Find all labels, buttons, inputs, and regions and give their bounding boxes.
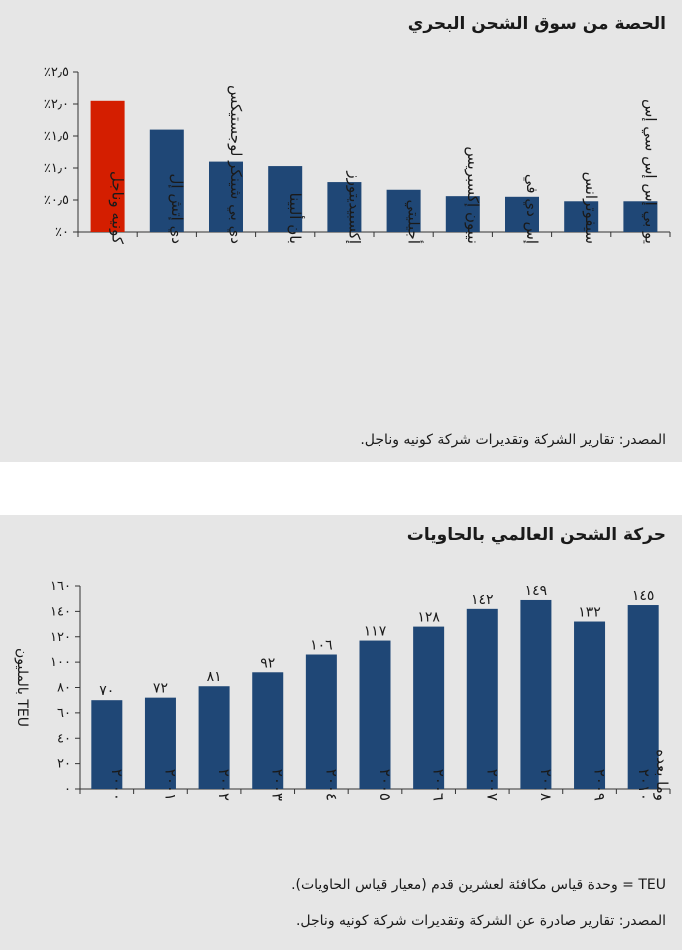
category-label: كونيه وناجل	[109, 171, 127, 245]
category-label: إس دي في	[522, 174, 541, 244]
data-label: ١١٧	[364, 624, 387, 640]
bar	[198, 686, 230, 789]
data-label: ١٠٦	[310, 638, 333, 654]
bar	[91, 700, 123, 789]
category-label: ٢٠٠٢	[215, 769, 233, 801]
bar	[505, 196, 539, 232]
bar	[327, 182, 362, 232]
data-label: ٩٢	[260, 655, 275, 671]
y-tick-label: ٨٠	[57, 681, 71, 696]
bar	[252, 672, 284, 789]
bar	[574, 621, 606, 789]
category-label: إكسبيديتورز	[345, 170, 363, 244]
y-axis-label: TEU بالمليون	[14, 648, 30, 727]
market-share-panel: الحصة من سوق الشحن البحري ٪٠ ٪٠٫٥ ٪١٫٠ ٪١٫٥…	[0, 0, 682, 462]
category-label: ٢٠٠٠	[108, 769, 126, 801]
y-tick-label: ٦٠	[57, 706, 71, 721]
data-label: ٨١	[207, 669, 222, 685]
bar	[144, 697, 176, 789]
data-label: ١٤٥	[632, 588, 655, 604]
bar	[520, 599, 552, 789]
y-tick-label: ٪٠	[55, 225, 69, 240]
bar	[359, 640, 391, 789]
y-tick-label: ٪٢٫٠	[44, 97, 69, 112]
y-tick-label: ١٤٠	[50, 604, 71, 619]
category-label: نيبون إكسبريس	[464, 146, 482, 244]
container-traffic-chart: ٠ ٢٠ ٤٠ ٦٠ ٨٠ ١٠٠ ١٢٠ ١٤٠ ١٦٠ ٧٠ ٢٠٠٠ ٧٢ ٢٠٠١ ٨١ ٢٠٠٢ ٩…	[14, 579, 671, 801]
category-label: ٢٠٠٤	[322, 769, 340, 801]
bar	[627, 605, 659, 789]
bar	[445, 196, 480, 232]
data-label: ٧٠	[99, 683, 114, 699]
bar	[149, 129, 184, 232]
y-tick-label: ٪٠٫٥	[44, 193, 69, 208]
y-tick-label: ٠	[64, 782, 71, 797]
bar	[209, 161, 243, 232]
y-tick-label: ٢٠	[57, 757, 71, 772]
category-label: أجيليتي	[404, 200, 424, 245]
bar	[466, 608, 498, 789]
category-label: ٢٠٠٧	[483, 769, 501, 801]
data-label: ١٢٨	[417, 610, 440, 626]
category-label: ٢٠٠٣	[269, 769, 287, 801]
category-label: ٢٠٠٨	[537, 769, 555, 801]
category-label: ٢٠٠١	[161, 769, 179, 801]
category-label: سيفوترانس	[582, 172, 600, 244]
bar	[564, 201, 599, 232]
category-label: يو بي إس إس سي إس	[640, 99, 659, 244]
chart2-title: حركة الشحن العالمي بالحاويات	[406, 525, 666, 545]
y-tick-label: ١٠٠	[50, 655, 71, 670]
data-label: ٧٢	[153, 681, 168, 697]
bar	[305, 654, 337, 789]
data-label: ١٤٩	[525, 583, 548, 599]
category-label: وما بعده	[653, 749, 671, 801]
category-label: ٢٠٠٩	[591, 769, 609, 801]
data-label: ١٤٢	[471, 592, 494, 608]
y-tick-label: ١٢٠	[50, 630, 71, 645]
category-label: دي بي شينكر لوجستيكس	[226, 85, 245, 244]
y-tick-label: ٪٢٫٥	[44, 65, 69, 80]
bar	[386, 189, 421, 232]
chart1-title: الحصة من سوق الشحن البحري	[407, 14, 666, 34]
y-tick-label: ١٦٠	[50, 579, 71, 594]
chart1-source: المصدر: تقارير الشركة وتقديرات شركة كوني…	[360, 432, 666, 448]
bar	[268, 166, 303, 232]
y-tick-label: ٪١٫٠	[44, 161, 69, 176]
bar	[413, 626, 445, 789]
bar	[623, 201, 658, 232]
category-label: ٢٠١٠	[635, 769, 653, 801]
data-label: ١٣٢	[578, 605, 601, 621]
chart2-source: المصدر: تقارير صادرة عن الشركة وتقديرات …	[295, 913, 666, 929]
container-traffic-panel: حركة الشحن العالمي بالحاويات ٠ ٢٠ ٤٠ ٦٠ ٨٠ ١٠…	[0, 515, 682, 950]
y-tick-label: ٤٠	[57, 731, 71, 746]
chart2-teu-note: TEU = وحدة قياس مكافئة لعشرين قدم (معيار…	[291, 877, 666, 893]
category-label: ٢٠٠٦	[430, 769, 448, 801]
bar	[90, 100, 125, 232]
market-share-chart: ٪٠ ٪٠٫٥ ٪١٫٠ ٪١٫٥ ٪٢٫٠ ٪٢٫٥ كونيه وناجل دي إتش …	[44, 65, 671, 245]
category-label: بان ألبينا	[286, 193, 305, 244]
y-tick-label: ٪١٫٥	[44, 129, 69, 144]
category-label: ٢٠٠٥	[376, 769, 394, 801]
category-label: دي إتش إل	[167, 174, 186, 245]
